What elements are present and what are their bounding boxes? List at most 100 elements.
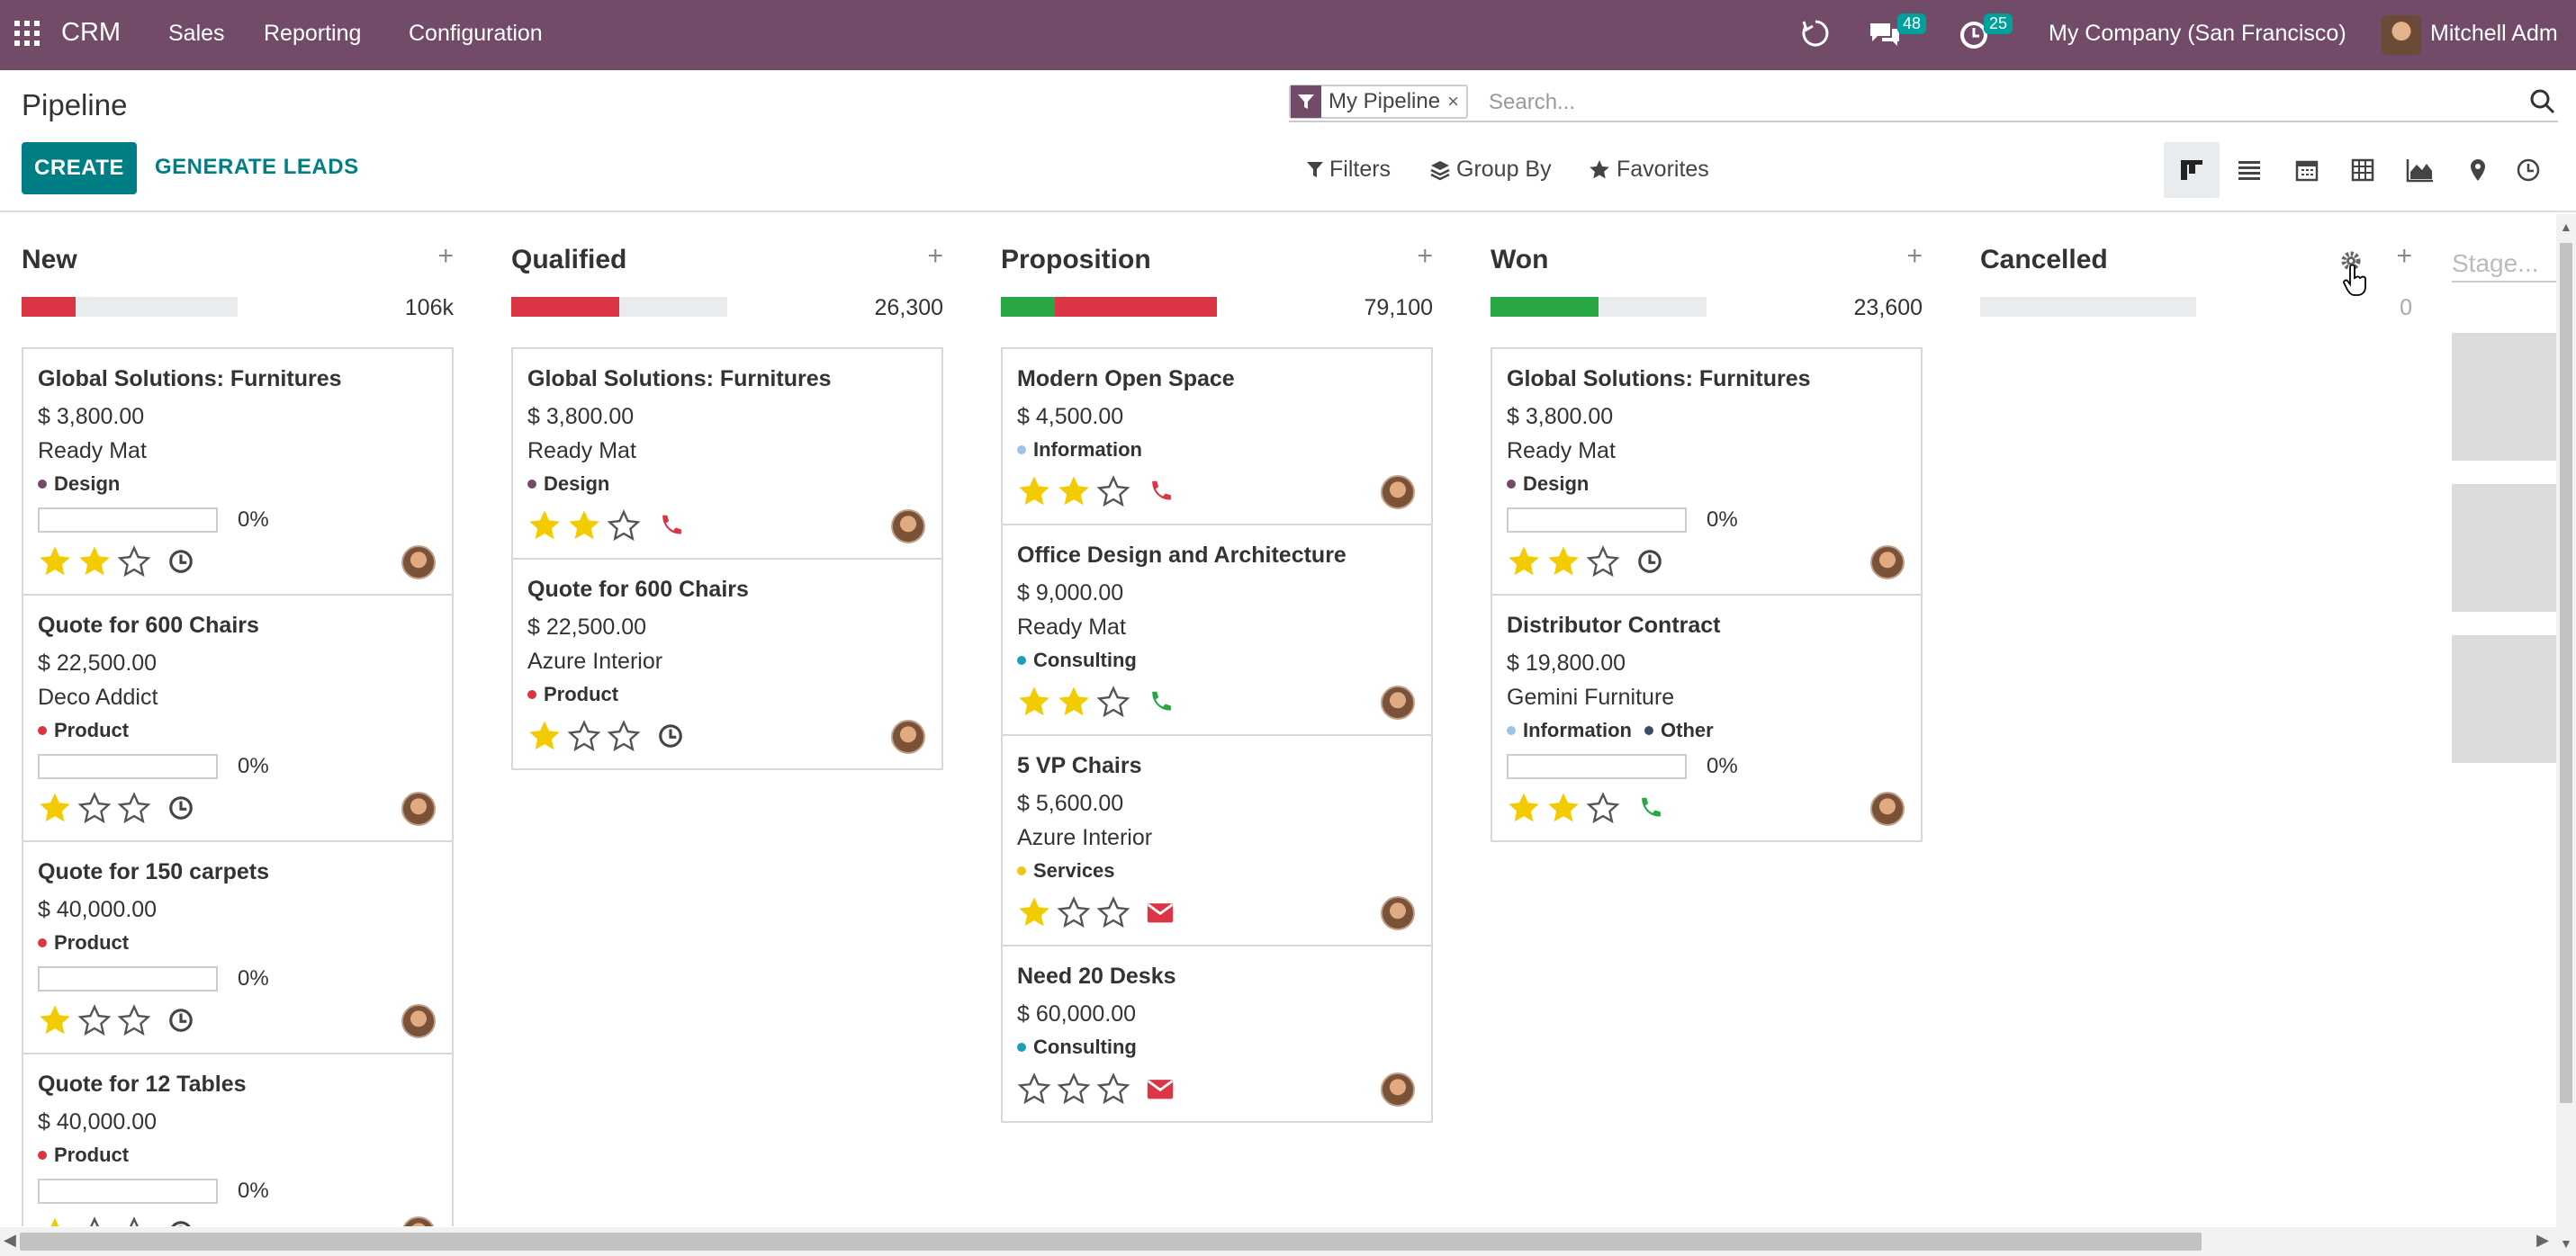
column-progress-bar[interactable]	[22, 297, 238, 317]
priority-star-empty-icon[interactable]	[77, 1003, 112, 1037]
search-icon[interactable]	[2529, 88, 2556, 120]
salesperson-avatar[interactable]	[1870, 545, 1905, 579]
menu-configuration[interactable]: Configuration	[409, 21, 543, 46]
progress-lost-segment[interactable]	[1055, 297, 1217, 317]
priority-star-empty-icon[interactable]	[117, 544, 151, 579]
priority-star-filled-icon[interactable]	[77, 544, 112, 579]
opportunity-card[interactable]: Office Design and Architecture $ 9,000.00…	[1001, 524, 1433, 736]
salesperson-avatar[interactable]	[891, 509, 925, 543]
search-input[interactable]	[1489, 86, 2479, 119]
opportunity-card[interactable]: Global Solutions: Furnitures $ 3,800.00 Re…	[1491, 347, 1923, 596]
activity-clock-icon[interactable]	[166, 793, 196, 823]
scroll-right-arrow-icon[interactable]: ▶	[2536, 1231, 2549, 1249]
vertical-scroll-thumb[interactable]	[2560, 243, 2572, 1103]
phone-call-icon[interactable]	[1635, 793, 1665, 823]
priority-star-empty-icon[interactable]	[117, 1216, 151, 1226]
progress-lost-segment[interactable]	[22, 297, 76, 317]
company-switcher[interactable]: My Company (San Francisco)	[2049, 21, 2346, 46]
priority-star-empty-icon[interactable]	[1096, 685, 1130, 719]
column-title[interactable]: Cancelled	[1980, 245, 2108, 274]
activity-clock-icon[interactable]	[1635, 546, 1665, 577]
vertical-scrollbar[interactable]: ▲ ▼	[2556, 214, 2576, 1256]
priority-star-filled-icon[interactable]	[38, 791, 72, 825]
priority-star-filled-icon[interactable]	[527, 508, 562, 543]
priority-star-empty-icon[interactable]	[1057, 1072, 1091, 1106]
email-icon[interactable]	[1145, 897, 1175, 928]
progress-won-segment[interactable]	[1001, 297, 1055, 317]
priority-star-empty-icon[interactable]	[1096, 474, 1130, 508]
priority-star-filled-icon[interactable]	[1507, 791, 1541, 825]
priority-star-filled-icon[interactable]	[1057, 474, 1091, 508]
app-menu-icon[interactable]	[14, 21, 40, 46]
priority-star-empty-icon[interactable]	[1096, 895, 1130, 929]
facet-remove-icon[interactable]: ×	[1447, 90, 1459, 112]
column-progress-bar[interactable]	[1980, 297, 2196, 317]
salesperson-avatar[interactable]	[1381, 1072, 1415, 1107]
opportunity-card[interactable]: 5 VP Chairs $ 5,600.00 Azure Interior Servi…	[1001, 734, 1433, 946]
opportunity-card[interactable]: Quote for 12 Tables $ 40,000.00 Product 0%	[22, 1053, 454, 1226]
horizontal-scrollbar[interactable]: ◀ ▶	[0, 1227, 2556, 1256]
generate-leads-button[interactable]: GENERATE LEADS	[155, 155, 359, 179]
calendar-view-icon[interactable]	[2279, 142, 2335, 198]
salesperson-avatar[interactable]	[401, 792, 436, 826]
salesperson-avatar[interactable]	[1381, 686, 1415, 720]
discuss-icon[interactable]	[1798, 16, 1833, 57]
priority-star-empty-icon[interactable]	[607, 508, 641, 543]
activities-clock-icon[interactable]	[1959, 20, 1989, 55]
pivot-view-icon[interactable]	[2335, 142, 2391, 198]
priority-star-filled-icon[interactable]	[1546, 791, 1581, 825]
activity-view-icon[interactable]	[2500, 142, 2556, 198]
list-view-icon[interactable]	[2221, 142, 2277, 198]
activity-clock-icon[interactable]	[166, 1005, 196, 1036]
salesperson-avatar[interactable]	[401, 1004, 436, 1038]
scroll-up-arrow-icon[interactable]: ▲	[2560, 220, 2572, 234]
priority-star-filled-icon[interactable]	[1017, 895, 1051, 929]
priority-star-empty-icon[interactable]	[117, 791, 151, 825]
progress-lost-segment[interactable]	[511, 297, 619, 317]
priority-star-empty-icon[interactable]	[567, 719, 601, 753]
priority-star-empty-icon[interactable]	[607, 719, 641, 753]
activity-clock-icon[interactable]	[655, 721, 686, 751]
column-title[interactable]: Won	[1491, 245, 1549, 274]
favorites-dropdown[interactable]: Favorites	[1588, 157, 1709, 183]
opportunity-card[interactable]: Global Solutions: Furnitures $ 3,800.00 Re…	[511, 347, 943, 560]
column-progress-bar[interactable]	[1001, 297, 1217, 317]
priority-star-empty-icon[interactable]	[1017, 1072, 1051, 1106]
quick-create-plus-icon[interactable]: +	[927, 241, 943, 271]
salesperson-avatar[interactable]	[891, 720, 925, 754]
progress-won-segment[interactable]	[1491, 297, 1599, 317]
column-progress-bar[interactable]	[511, 297, 727, 317]
priority-star-filled-icon[interactable]	[1507, 544, 1541, 579]
opportunity-card[interactable]: Quote for 600 Chairs $ 22,500.00 Azure Int…	[511, 558, 943, 770]
priority-star-empty-icon[interactable]	[1586, 791, 1620, 825]
horizontal-scroll-thumb[interactable]	[20, 1233, 2202, 1251]
new-stage-input[interactable]	[2452, 247, 2556, 283]
priority-star-empty-icon[interactable]	[1057, 895, 1091, 929]
priority-star-empty-icon[interactable]	[1096, 1072, 1130, 1106]
priority-star-filled-icon[interactable]	[38, 544, 72, 579]
phone-call-icon[interactable]	[1145, 476, 1175, 507]
priority-star-filled-icon[interactable]	[527, 719, 562, 753]
quick-create-plus-icon[interactable]: +	[437, 241, 454, 271]
kanban-view-icon[interactable]	[2164, 142, 2220, 198]
opportunity-card[interactable]: Modern Open Space $ 4,500.00 Information	[1001, 347, 1433, 525]
opportunity-card[interactable]: Quote for 600 Chairs $ 22,500.00 Deco Addi…	[22, 594, 454, 842]
activity-clock-icon[interactable]	[166, 546, 196, 577]
column-progress-bar[interactable]	[1491, 297, 1707, 317]
priority-star-filled-icon[interactable]	[1546, 544, 1581, 579]
scroll-left-arrow-icon[interactable]: ◀	[4, 1231, 16, 1249]
salesperson-avatar[interactable]	[1381, 475, 1415, 509]
user-avatar[interactable]	[2382, 15, 2421, 55]
create-button[interactable]: CREATE	[22, 142, 137, 194]
salesperson-avatar[interactable]	[1870, 792, 1905, 826]
priority-star-filled-icon[interactable]	[38, 1216, 72, 1226]
map-view-icon[interactable]	[2450, 142, 2506, 198]
app-brand[interactable]: CRM	[61, 18, 122, 47]
filters-dropdown[interactable]: Filters	[1306, 157, 1391, 183]
priority-star-empty-icon[interactable]	[117, 1003, 151, 1037]
menu-reporting[interactable]: Reporting	[264, 21, 362, 46]
priority-star-filled-icon[interactable]	[567, 508, 601, 543]
opportunity-card[interactable]: Need 20 Desks $ 60,000.00 Consulting	[1001, 945, 1433, 1123]
salesperson-avatar[interactable]	[1381, 896, 1415, 930]
priority-star-filled-icon[interactable]	[38, 1003, 72, 1037]
